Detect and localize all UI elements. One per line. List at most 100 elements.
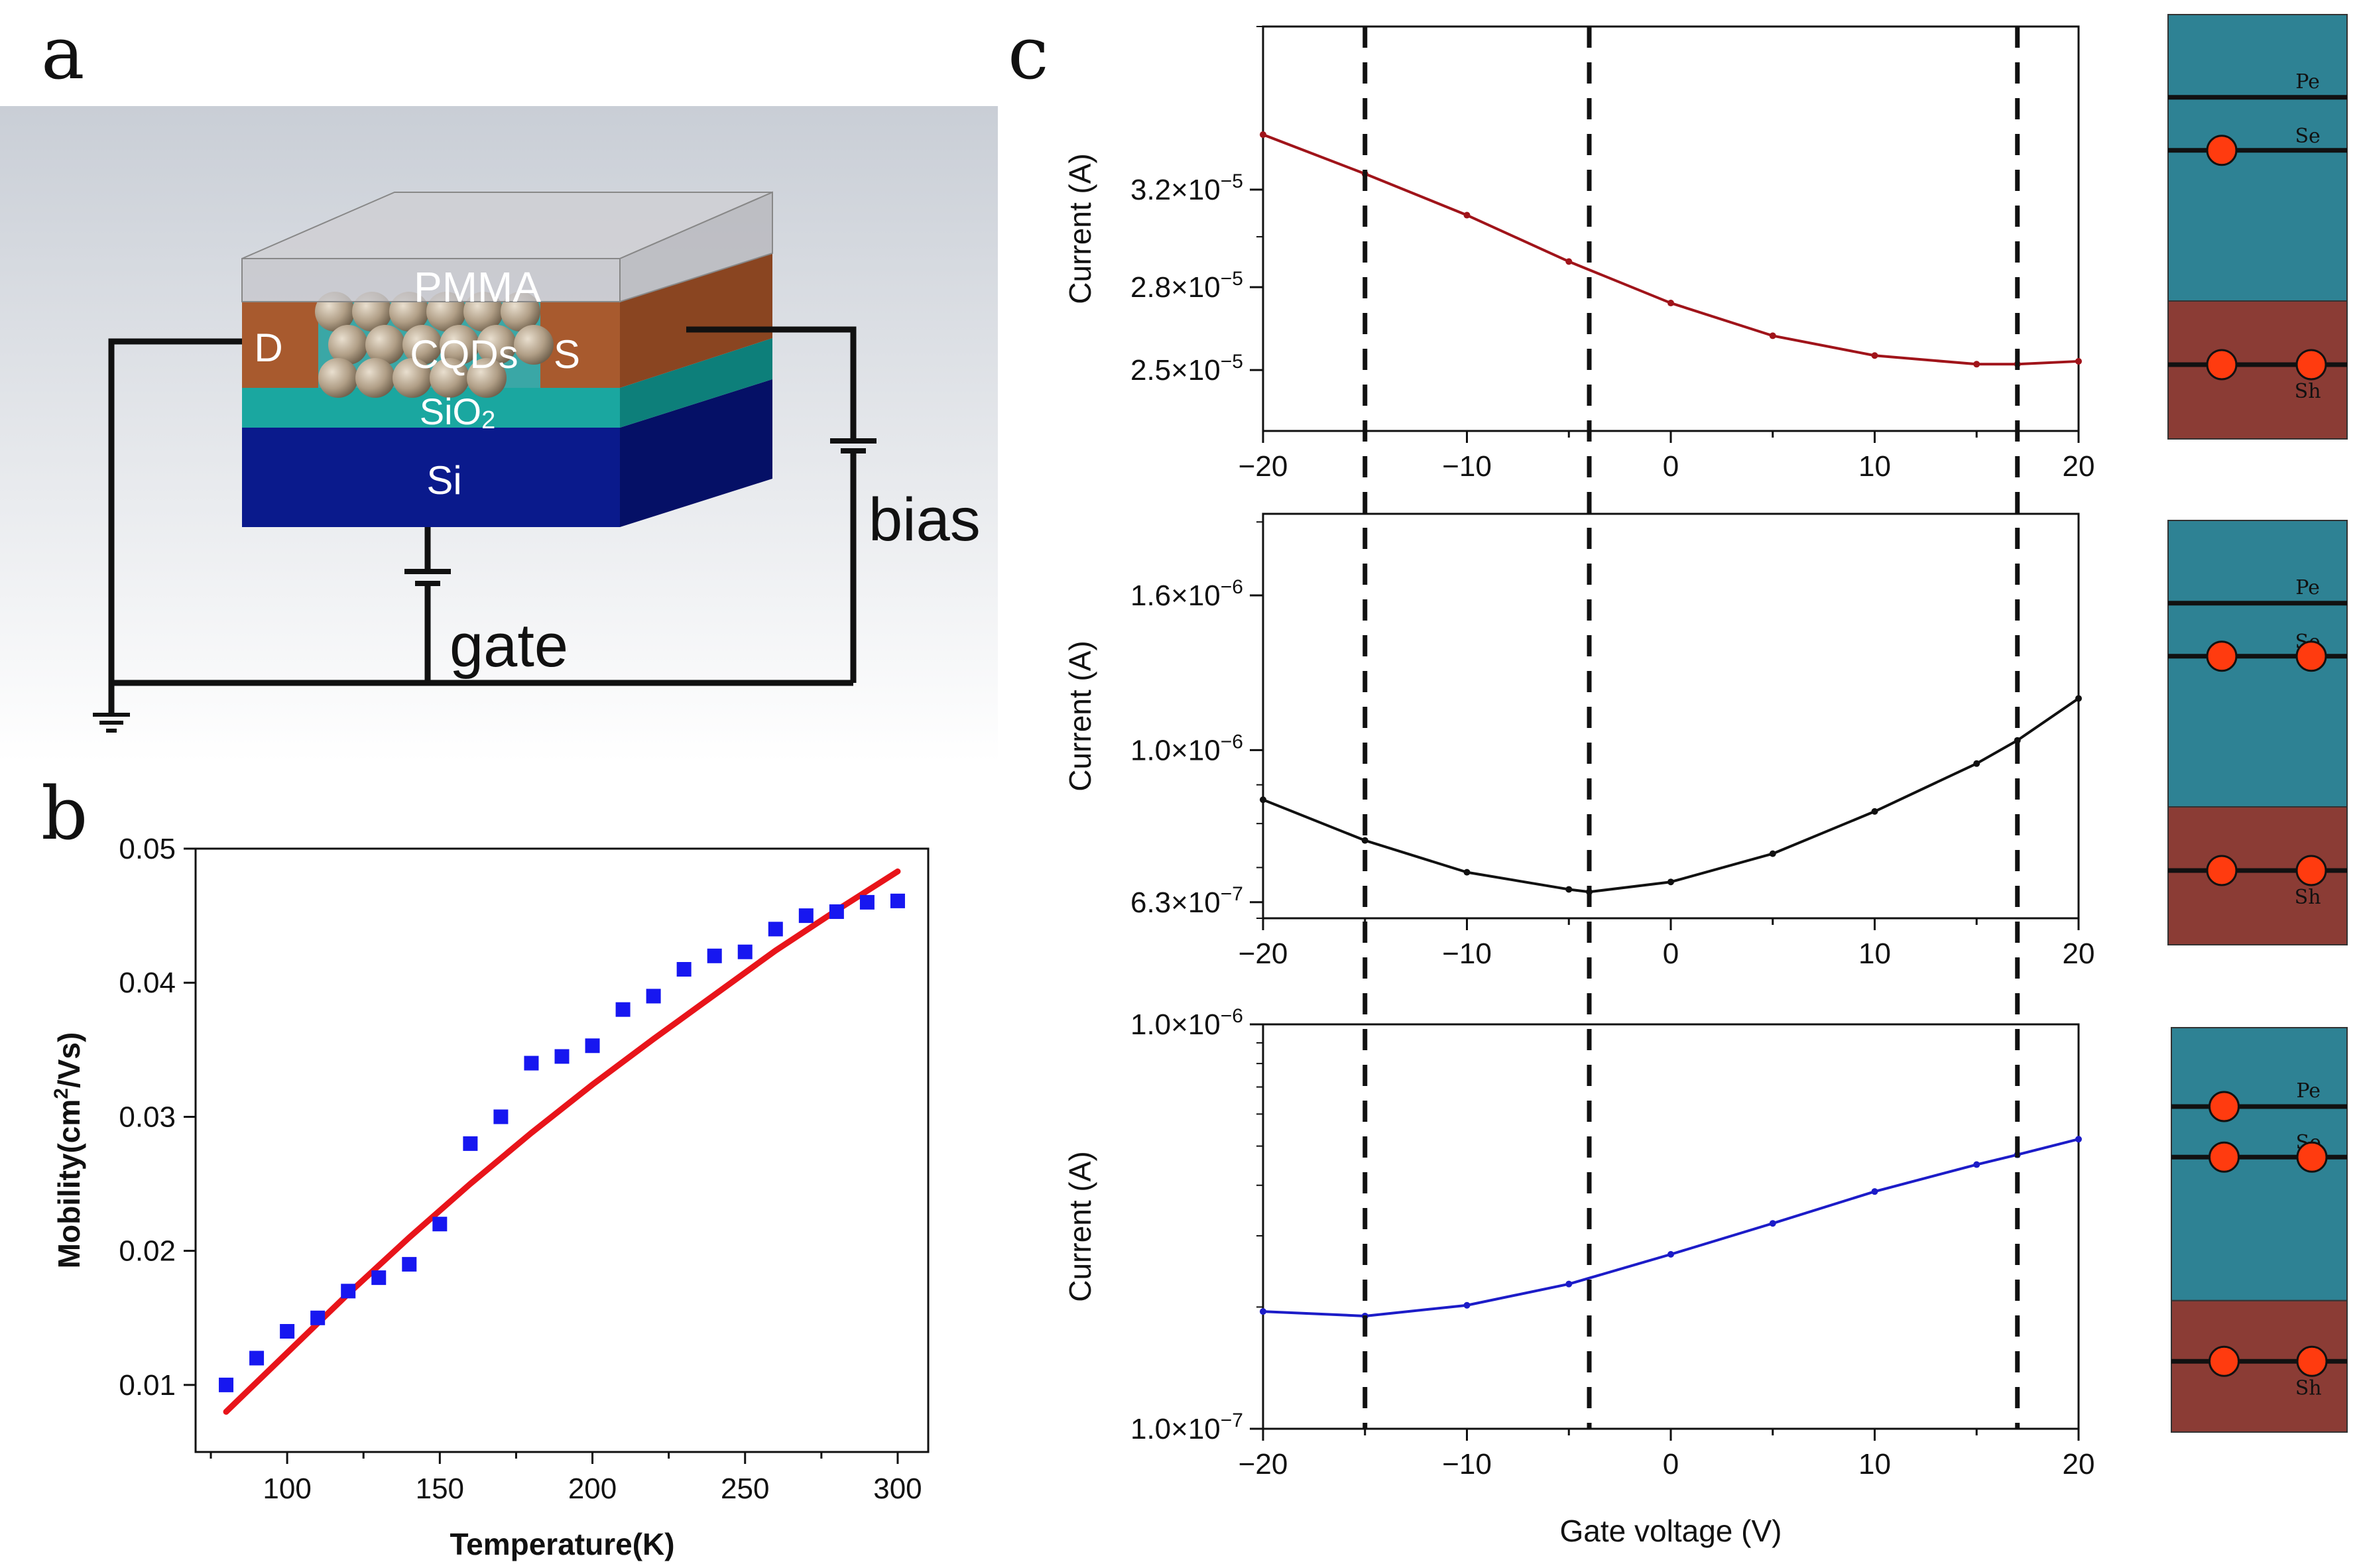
electron-dot [2295,855,2327,886]
b-ytick-label-4: 0.05 [119,833,176,865]
b-ytick-label-0: 0.01 [119,1369,176,1402]
electron-dot [2206,640,2238,672]
electron-dot [2206,855,2238,886]
chart-c1-ylabel: Current (A) [1063,153,1097,304]
chart-b-points [219,893,905,1392]
c1-series-point-7 [1973,361,1980,368]
c2-series-point-2 [1463,869,1471,876]
c2-series-point-7 [1871,808,1878,815]
quantum-dot-1-5 [514,325,554,365]
chart-b-ticks: 100 150 200 250 300 0.01 0.02 0.03 0.04 0.05 [119,833,922,1505]
c3-xtick-label-1: −10 [1442,1448,1492,1480]
chart-c2-ylabel: Current (A) [1063,640,1097,791]
mobility-point-2 [280,1324,295,1339]
c2-ytick-exp-2: −7 [1221,883,1243,905]
c3-ytick-mant-0: 1.0×10 [1130,1008,1221,1041]
c3-ytick-exp-0: −6 [1221,1005,1243,1027]
c2-series-point-10 [2075,695,2082,702]
c3-xtick-label-4: 20 [2063,1448,2095,1480]
c2-series-point-0 [1260,796,1266,804]
chart-c3-xlabel: Gate voltage (V) [1560,1514,1782,1548]
c1-series-point-6 [1871,352,1878,359]
c1-xtick-label-3: 10 [1858,450,1891,483]
c1-ytick-mant-2: 2.5×10 [1130,354,1221,387]
quantum-dot-1-1 [365,325,405,365]
drain-wire [108,338,242,683]
chart-b-fit [223,868,901,1415]
c2-series-point-3 [1565,886,1573,893]
mobility-point-1 [249,1351,265,1366]
chart-c3-ticks: −20 −10 0 10 201.0×10−61.0×10−7 [1130,1005,2095,1480]
band-conduction-region [2167,14,2348,302]
mobility-point-14 [646,989,661,1004]
level-se-label: Se [2295,125,2320,148]
c1-ytick-label-2: 2.5×10−5 [1130,351,1243,387]
c3-series-point-3 [1565,1280,1573,1288]
c2-ytick-mant-0: 1.6×10 [1130,579,1221,612]
c2-ytick-exp-1: −6 [1221,731,1243,753]
b-ytick-label-2: 0.03 [119,1101,176,1133]
c2-ytick-label-0: 1.6×10−6 [1130,576,1243,612]
chart-c3-curve [1260,1136,2082,1319]
quantum-dot-2-4 [467,358,507,398]
sio2-layer [242,388,620,428]
c2-series-point-1 [1361,837,1368,844]
ground-icon [93,713,130,733]
c2-xtick-label-2: 0 [1663,937,1679,970]
c3-xtick-label-3: 10 [1858,1448,1891,1480]
electron-dot [2206,135,2238,166]
mobility-point-9 [493,1109,509,1124]
cqds-label: CQDs [410,332,518,377]
c2-series-point-6 [1769,850,1776,857]
quantum-dot-1-2 [402,325,442,365]
quantum-dot-2-3 [430,358,469,398]
c1-series-point-4 [1667,300,1674,307]
mobility-point-16 [707,948,722,963]
quantum-dot-2-2 [393,358,432,398]
c3-ytick-label-1: 1.0×10−7 [1130,1410,1243,1445]
quantum-dot-2-1 [355,358,395,398]
electron-dot [2209,1141,2240,1173]
quantum-dot-1-0 [328,325,368,365]
c1-series-point-5 [1769,332,1776,339]
c3-series-point-2 [1463,1301,1471,1309]
electron-dot [2209,1091,2240,1122]
si-layer-side [620,379,772,527]
c2-ytick-label-1: 1.0×10−6 [1130,731,1243,766]
c2-ytick-label-2: 6.3×10−7 [1130,883,1243,919]
chart-b-ylabel-main: Mobility(cm [52,1099,86,1269]
chart-c3-frame [1262,1023,2080,1430]
c2-ytick-exp-0: −6 [1221,576,1243,598]
drain-electrode [242,302,318,388]
mobility-point-0 [219,1377,234,1392]
chart-b-ylabel-end: /Vs) [52,1032,86,1088]
mobility-point-21 [859,894,875,910]
mobility-point-13 [615,1002,631,1017]
panel-c-transfer-curves: c −20 −10 0 10 203.2×10−52.8×10−52.5×10−5 −2… [1008,11,2348,1548]
mobility-point-8 [463,1136,478,1151]
b-xtick-label-0: 100 [263,1473,311,1505]
c1-ytick-mant-0: 3.2×10 [1130,174,1221,206]
si-label: Si [426,458,461,503]
c1-ytick-exp-1: −5 [1221,268,1243,290]
c3-series-point-7 [1973,1161,1980,1168]
quantum-dot-1-3 [440,325,479,365]
band-diagrams: PeSeShPeSeShPeSeSh [2167,14,2348,1433]
c1-series-point-0 [1260,131,1266,139]
c1-ytick-label-0: 3.2×10−5 [1130,170,1243,206]
c3-series-point-6 [1871,1188,1878,1195]
b-xtick-label-1: 150 [416,1473,464,1505]
c1-series-point-9 [2075,357,2082,365]
c1-xtick-label-0: −20 [1239,450,1288,483]
chart-c1-curve [1260,131,2082,368]
electron-dot [2296,1345,2328,1377]
c3-series-point-9 [2075,1136,2082,1143]
c1-series-point-3 [1565,258,1573,265]
level-sh-label: Sh [2295,1376,2322,1400]
mobility-point-15 [676,962,692,977]
c1-xtick-label-1: −10 [1442,450,1492,483]
mobility-point-4 [341,1284,356,1299]
c2-ytick-mant-1: 1.0×10 [1130,734,1221,766]
level-pe-label: Pe [2296,1079,2321,1103]
dashed-guides [1362,27,2020,1429]
